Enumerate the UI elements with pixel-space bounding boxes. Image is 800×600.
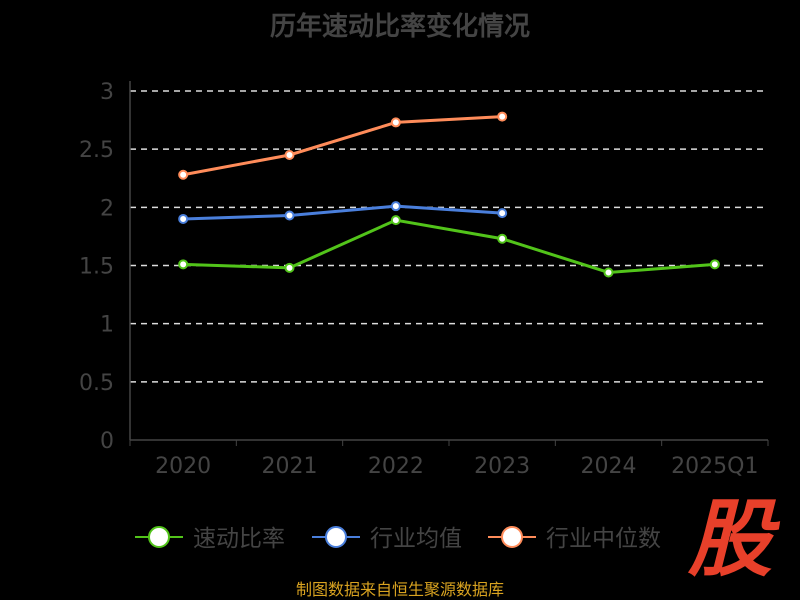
data-point: [390, 215, 401, 226]
series-line: [182, 115, 503, 177]
data-point: [709, 259, 720, 270]
x-tick-label: 2025Q1: [671, 454, 758, 479]
data-point: [497, 233, 508, 244]
legend-marker: [325, 526, 347, 548]
data-point: [390, 201, 401, 212]
y-tick-label: 0: [100, 429, 114, 454]
x-tick-label: 2020: [155, 454, 211, 479]
y-tick-label: 0.5: [79, 371, 114, 396]
data-point: [497, 111, 508, 122]
series-line: [183, 204, 503, 221]
legend-label: 速动比率: [193, 526, 285, 552]
series-line: [183, 218, 715, 274]
data-point: [178, 259, 189, 270]
legend-marker: [148, 526, 170, 548]
chart-title: 历年速动比率变化情况: [269, 12, 530, 42]
x-tick-label: 2023: [474, 454, 530, 479]
x-tick-label: 2024: [581, 454, 637, 479]
logo: 股: [688, 490, 773, 588]
y-tick-label: 3: [100, 80, 114, 105]
legend-marker: [501, 526, 523, 548]
y-tick-label: 2: [100, 196, 114, 221]
data-point: [178, 169, 189, 180]
legend-label: 行业均值: [370, 526, 462, 552]
data-point: [284, 262, 295, 273]
y-tick-label: 1: [100, 313, 114, 338]
data-point: [284, 210, 295, 221]
y-tick-label: 1.5: [79, 255, 114, 280]
data-point: [284, 149, 295, 160]
data-point: [497, 208, 508, 219]
data-point: [603, 267, 614, 278]
legend-label: 行业中位数: [546, 526, 661, 552]
data-point: [390, 117, 401, 128]
x-tick-label: 2022: [368, 454, 424, 479]
y-tick-label: 2.5: [79, 138, 114, 163]
source-note: 制图数据来自恒生聚源数据库: [295, 580, 504, 599]
x-tick-label: 2021: [262, 454, 318, 479]
data-point: [178, 213, 189, 224]
